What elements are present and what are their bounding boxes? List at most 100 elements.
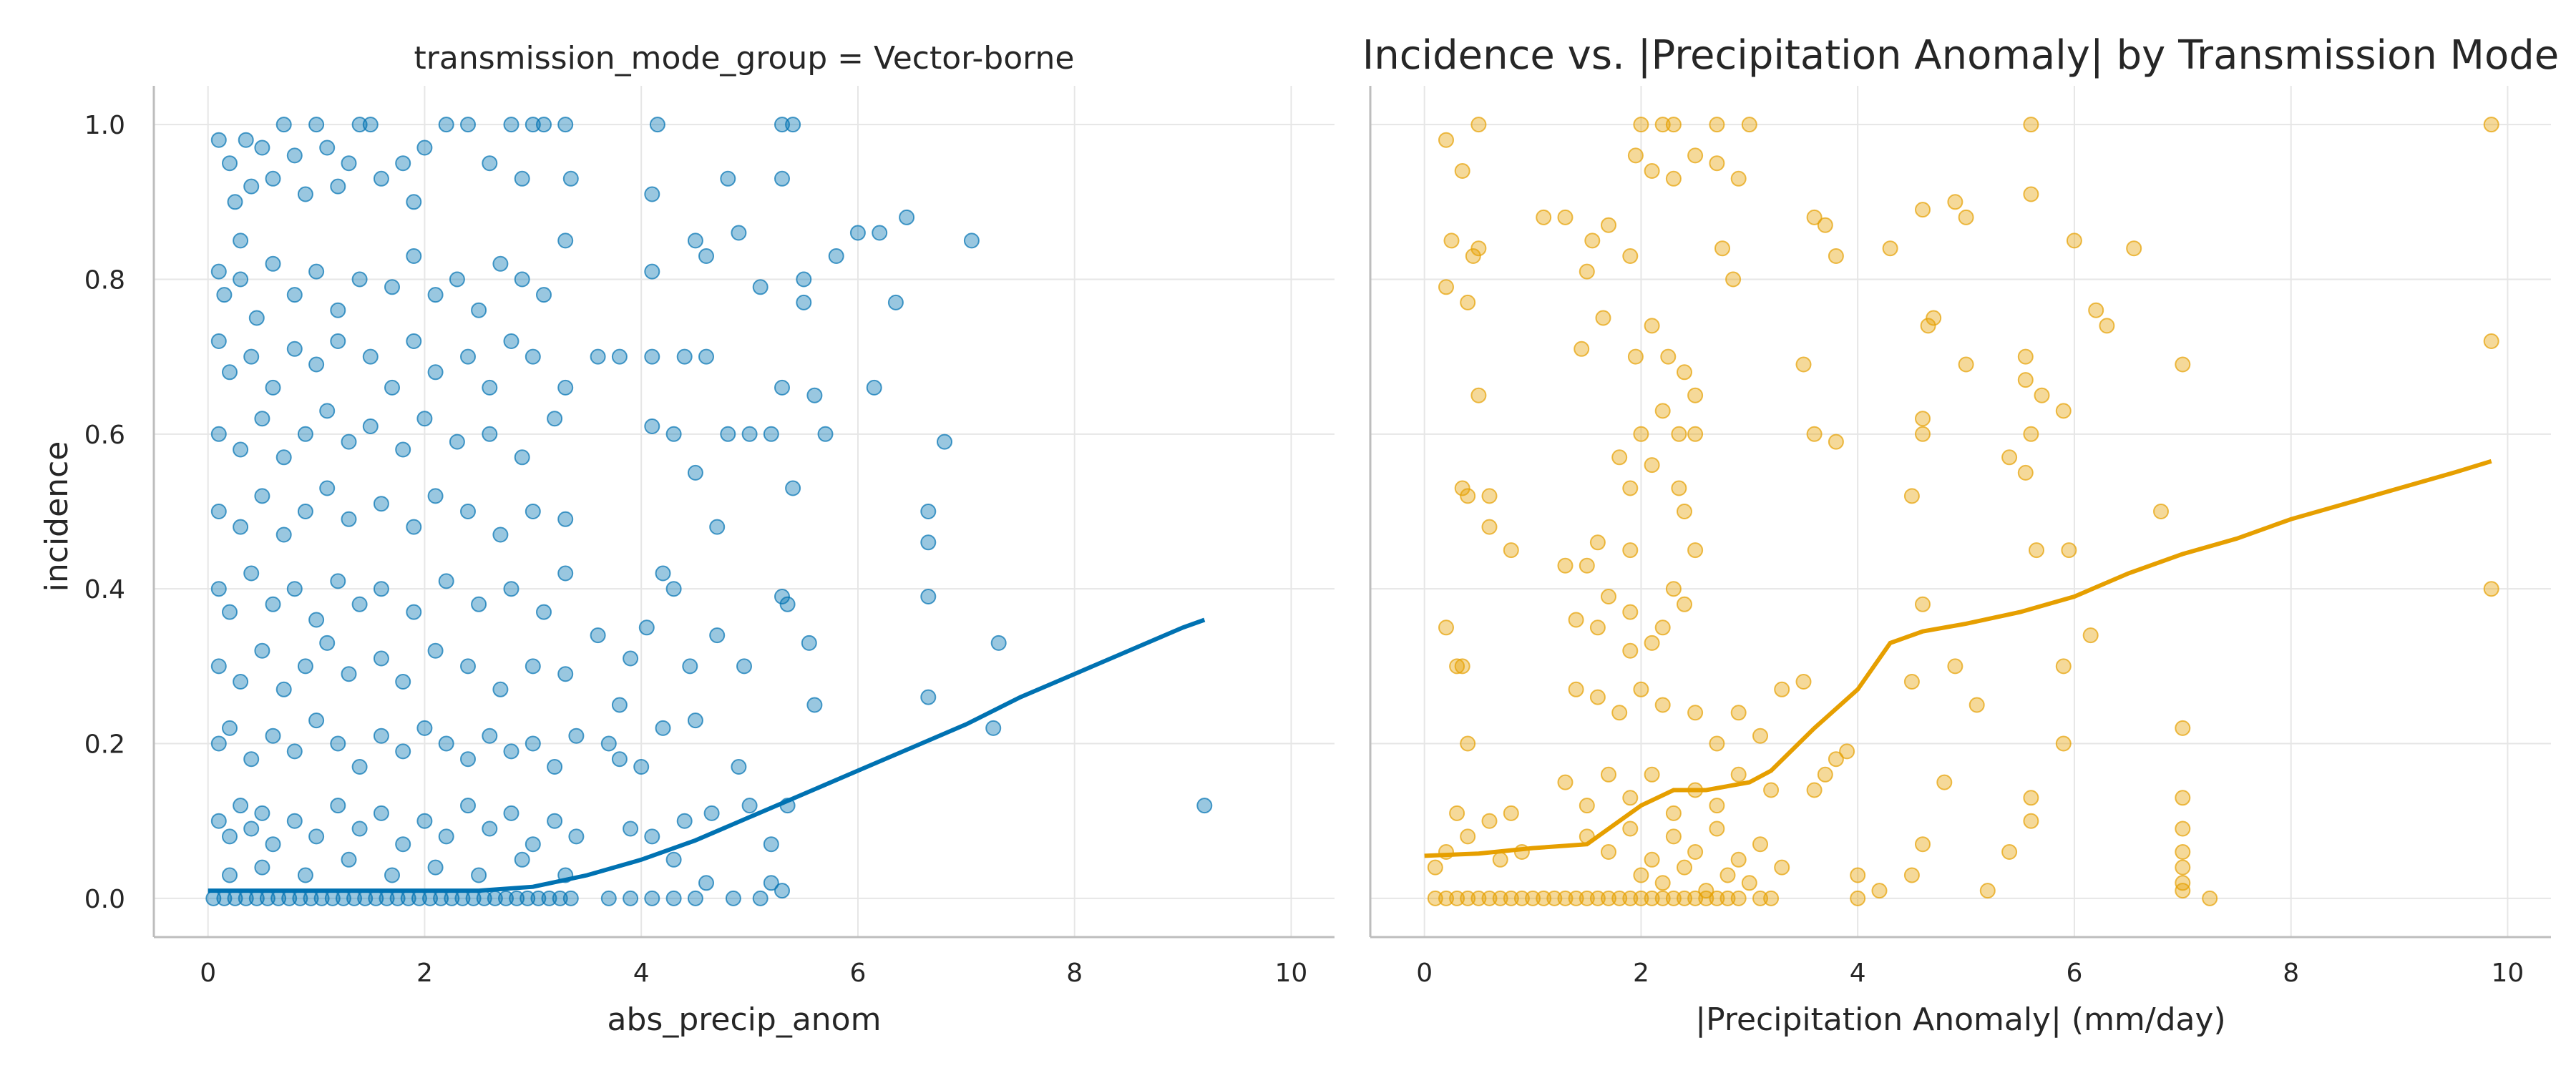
scatter-points-left [205, 117, 1213, 906]
data-point [1752, 727, 1768, 744]
data-point [1449, 805, 1465, 821]
data-point [1817, 217, 1833, 233]
data-point [1627, 348, 1644, 365]
data-point [536, 287, 552, 303]
data-point [416, 720, 433, 736]
x-tick-label: 6 [849, 959, 866, 988]
data-point [1730, 170, 1747, 187]
data-point [319, 139, 336, 156]
data-point [1730, 851, 1747, 868]
data-point [297, 426, 313, 442]
data-point [1665, 170, 1682, 187]
data-point [509, 890, 525, 906]
data-point [1454, 480, 1470, 496]
data-point [720, 170, 736, 187]
data-point [286, 581, 303, 597]
data-point [265, 170, 281, 187]
data-point [644, 186, 660, 202]
data-point [351, 117, 368, 133]
x-tick-label: 2 [416, 959, 433, 988]
data-point [286, 743, 303, 760]
data-point [1622, 604, 1639, 620]
data-point [1481, 519, 1498, 535]
data-point [503, 581, 519, 597]
data-point [611, 348, 628, 365]
data-point [665, 890, 682, 906]
data-point [1687, 542, 1704, 559]
data-point [373, 727, 389, 744]
data-point [233, 798, 249, 814]
data-point [254, 139, 270, 156]
data-point [427, 642, 444, 659]
data-point [416, 813, 433, 829]
data-point [514, 449, 530, 466]
data-point [471, 596, 487, 612]
data-point [460, 117, 476, 133]
data-point [623, 890, 639, 906]
data-point [1677, 859, 1692, 876]
data-point [222, 364, 238, 381]
panel-title-left: transmission_mode_group = Vector-borne [414, 40, 1075, 77]
data-point [373, 581, 389, 597]
data-point [2055, 403, 2072, 419]
data-point [210, 735, 227, 752]
data-point [2202, 890, 2218, 906]
data-point [275, 681, 292, 697]
data-point [1438, 132, 1454, 148]
y-axis-label-left: incidence [39, 441, 75, 592]
data-point [1470, 240, 1487, 257]
data-point [1622, 480, 1639, 496]
data-point [286, 287, 303, 303]
data-point [568, 828, 585, 845]
data-point [1557, 557, 1574, 574]
data-point [1741, 875, 1757, 891]
data-point [319, 480, 336, 496]
data-point [763, 875, 779, 891]
data-point [362, 418, 379, 434]
data-point [482, 426, 498, 442]
data-point [427, 488, 444, 504]
data-point [1677, 364, 1692, 381]
data-point [243, 348, 260, 365]
data-point [1579, 263, 1595, 280]
data-point [1839, 743, 1855, 760]
data-point [233, 441, 249, 458]
data-point [1687, 387, 1704, 403]
data-point [801, 635, 817, 651]
data-point [1828, 433, 1844, 450]
y-tick-label: 0.0 [84, 885, 125, 914]
data-point [1644, 851, 1660, 868]
data-point [1654, 890, 1671, 906]
data-point [1654, 403, 1671, 419]
data-point [1470, 890, 1487, 906]
data-point [2175, 790, 2191, 806]
data-point [297, 504, 313, 519]
data-point [1584, 232, 1601, 249]
data-point [828, 248, 844, 264]
data-point [308, 612, 325, 628]
data-point [557, 666, 574, 682]
data-point [2082, 627, 2099, 644]
data-point [1871, 883, 1888, 899]
data-point [1671, 480, 1687, 496]
data-point [2001, 449, 2018, 466]
data-point [1725, 271, 1742, 288]
data-point [1438, 619, 1454, 636]
data-point [1915, 596, 1931, 612]
data-point [1903, 867, 1920, 883]
data-point [1936, 774, 1953, 790]
data-point [687, 712, 703, 729]
data-point [243, 565, 260, 582]
data-point [460, 504, 476, 519]
data-point [1427, 859, 1443, 876]
data-point [1719, 890, 1736, 906]
data-point [1633, 117, 1649, 133]
data-point [1536, 209, 1552, 225]
data-point [1644, 163, 1660, 179]
data-point [1730, 890, 1747, 906]
data-point [2175, 720, 2191, 736]
data-point [308, 356, 325, 373]
data-point [1557, 774, 1574, 790]
data-point [1644, 635, 1660, 651]
data-point [2175, 859, 2191, 876]
